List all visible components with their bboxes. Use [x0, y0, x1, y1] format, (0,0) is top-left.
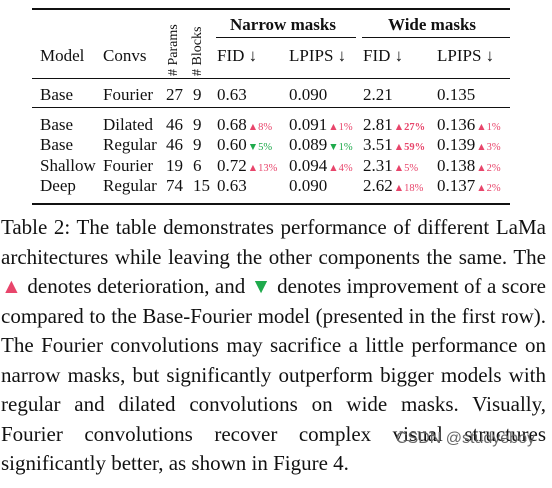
delta-improvement: ▼1% — [328, 142, 353, 153]
cell-fid-narrow: 0.63 — [217, 85, 247, 104]
params-header: # Params — [166, 24, 181, 76]
delta-improvement: ▼5% — [247, 142, 273, 153]
lpips-narrow-header: LPIPS ↓ — [289, 46, 347, 65]
cell-params: 46 — [166, 115, 183, 134]
cell-fid-wide: 2.81▲27% — [363, 115, 426, 134]
delta-deterioration: ▲4% — [328, 163, 353, 174]
group-rule — [32, 107, 510, 108]
cell-lpips-wide: 0.135 — [437, 85, 476, 104]
lpips-wide-header: LPIPS ↓ — [437, 46, 495, 65]
cell-fid-wide: 2.31▲5% — [363, 156, 419, 175]
cell-convs: Fourier — [103, 85, 154, 104]
cell-lpips-wide: 0.138▲2% — [437, 156, 501, 175]
delta-deterioration: ▲5% — [393, 163, 419, 174]
cell-fid-narrow: 0.68▲8% — [217, 115, 273, 134]
cell-model: Deep — [40, 176, 76, 195]
delta-deterioration: ▲1% — [476, 122, 501, 133]
header-rule — [32, 78, 510, 79]
delta-deterioration: ▲2% — [476, 183, 501, 194]
cell-params: 19 — [166, 156, 183, 175]
cell-fid-wide: 3.51▲59% — [363, 135, 426, 154]
cell-params: 46 — [166, 135, 183, 154]
down-triangle-icon: ▼ — [250, 274, 272, 298]
fid-narrow-header: FID ↓ — [217, 46, 258, 65]
delta-deterioration: ▲1% — [328, 122, 353, 133]
delta-deterioration: ▲2% — [476, 163, 501, 174]
delta-deterioration: ▲8% — [247, 122, 273, 133]
cell-blocks: 15 — [193, 176, 210, 195]
cell-convs: Dilated — [103, 115, 154, 134]
delta-deterioration: ▲3% — [476, 142, 501, 153]
cell-blocks: 6 — [193, 156, 202, 175]
delta-deterioration: ▲59% — [393, 142, 426, 153]
cell-fid-wide: 2.21 — [363, 85, 393, 104]
narrow-masks-cmidrule — [216, 37, 356, 38]
results-table: Narrow masks Wide masks Model Convs # Pa… — [0, 0, 552, 210]
cell-blocks: 9 — [193, 85, 202, 104]
bottom-rule — [32, 203, 510, 205]
cell-lpips-wide: 0.136▲1% — [437, 115, 501, 134]
cell-params: 27 — [166, 85, 183, 104]
watermark: CSDN @studyeboy — [396, 430, 535, 447]
cell-fid-narrow: 0.72▲13% — [217, 156, 278, 175]
caption-part-1: Table 2: The table demonstrates performa… — [1, 215, 546, 269]
delta-deterioration: ▲18% — [393, 183, 424, 194]
cell-lpips-narrow: 0.089▼1% — [289, 135, 353, 154]
cell-model: Shallow — [40, 156, 96, 175]
cell-model: Base — [40, 115, 74, 134]
fid-wide-header: FID ↓ — [363, 46, 404, 65]
cell-model: Base — [40, 135, 74, 154]
cell-lpips-narrow: 0.090 — [289, 85, 328, 104]
caption-part-2: denotes deterioration, and — [21, 274, 251, 298]
cell-lpips-narrow: 0.094▲4% — [289, 156, 353, 175]
cell-lpips-narrow: 0.091▲1% — [289, 115, 353, 134]
up-triangle-icon: ▲ — [1, 274, 22, 298]
top-rule — [32, 8, 510, 10]
cell-model: Base — [40, 85, 74, 104]
delta-deterioration: ▲13% — [247, 163, 278, 174]
wide-masks-cmidrule — [362, 37, 510, 38]
cell-convs: Regular — [103, 135, 157, 154]
cell-fid-wide: 2.62▲18% — [363, 176, 424, 195]
cell-blocks: 9 — [193, 115, 202, 134]
model-header: Model — [40, 46, 85, 65]
table-caption: Table 2: The table demonstrates performa… — [1, 213, 546, 479]
convs-header: Convs — [103, 46, 147, 65]
cell-convs: Regular — [103, 176, 157, 195]
cell-lpips-wide: 0.137▲2% — [437, 176, 501, 195]
cell-lpips-wide: 0.139▲3% — [437, 135, 501, 154]
narrow-masks-header: Narrow masks — [230, 15, 336, 34]
delta-deterioration: ▲27% — [393, 122, 426, 133]
cell-convs: Fourier — [103, 156, 154, 175]
wide-masks-header: Wide masks — [388, 15, 477, 34]
cell-blocks: 9 — [193, 135, 202, 154]
cell-params: 74 — [166, 176, 183, 195]
cell-fid-narrow: 0.63 — [217, 176, 247, 195]
caption-part-3: denotes improvement of a score compared … — [1, 274, 546, 475]
cell-lpips-narrow: 0.090 — [289, 176, 328, 195]
cell-fid-narrow: 0.60▼5% — [217, 135, 273, 154]
blocks-header: # Blocks — [190, 26, 205, 76]
